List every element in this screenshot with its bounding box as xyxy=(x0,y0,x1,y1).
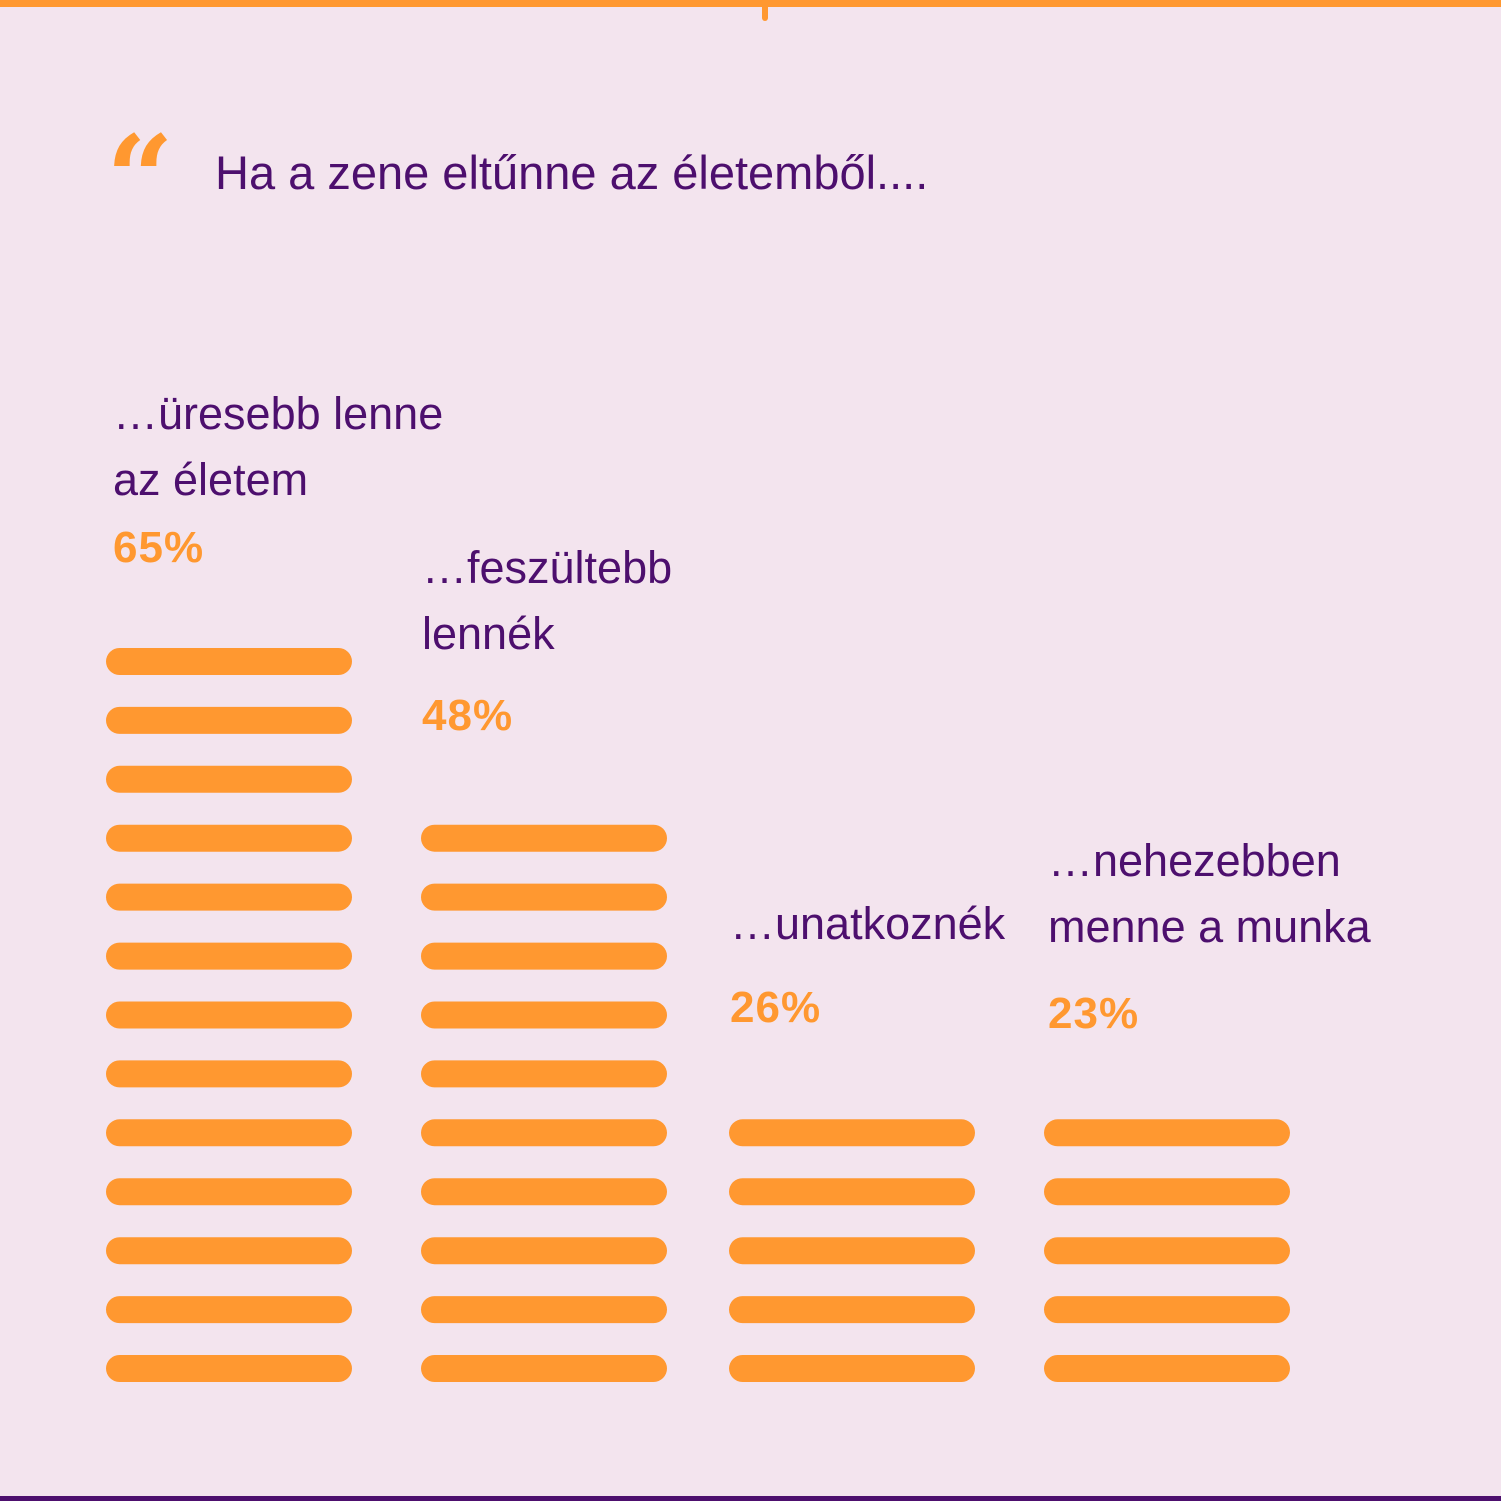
bar-1-stripe-1 xyxy=(106,648,352,675)
bar-1-stripe-4 xyxy=(106,824,352,852)
bar-2-stripe-8 xyxy=(421,1237,667,1265)
bar-2-stripe-5 xyxy=(421,1060,667,1088)
category-label-1: …üresebb lenne az életem xyxy=(113,388,444,505)
top-rule-tick xyxy=(762,0,768,21)
bar-2-stripe-4 xyxy=(421,1001,667,1029)
value-label-4: 23% xyxy=(1048,989,1140,1038)
bar-1-stripe-10 xyxy=(106,1178,352,1206)
category-label-3: …unatkoznék xyxy=(730,898,1006,949)
bar-4-stripe-2 xyxy=(1044,1178,1290,1206)
bar-3-stripe-4 xyxy=(729,1296,975,1324)
bar-1-stripe-12 xyxy=(106,1296,352,1324)
bar-3-stripe-5 xyxy=(729,1355,975,1382)
chart-title: Ha a zene eltűnne az életemből.... xyxy=(215,146,929,199)
bar-4-stripe-1 xyxy=(1044,1119,1290,1147)
bar-3-stripe-1 xyxy=(729,1119,975,1147)
bar-2-stripe-3 xyxy=(421,942,667,970)
bar-1-stripe-13 xyxy=(106,1355,352,1382)
bar-1-stripe-8 xyxy=(106,1060,352,1088)
quote-mark-icon: “ xyxy=(106,109,174,248)
category-label-2: …feszültebb lennék xyxy=(422,542,673,659)
value-label-2: 48% xyxy=(422,691,514,740)
bar-1-stripe-11 xyxy=(106,1237,352,1265)
bar-3-stripe-2 xyxy=(729,1178,975,1206)
bar-1-stripe-7 xyxy=(106,1001,352,1029)
bar-1-stripe-2 xyxy=(106,706,352,734)
value-label-3: 26% xyxy=(730,983,822,1032)
bar-2-stripe-7 xyxy=(421,1178,667,1206)
bar-4-stripe-5 xyxy=(1044,1355,1290,1382)
bar-1-stripe-9 xyxy=(106,1119,352,1147)
bar-1-stripe-6 xyxy=(106,942,352,970)
bar-2-stripe-1 xyxy=(421,824,667,852)
bar-2-stripe-9 xyxy=(421,1296,667,1324)
bar-2-stripe-6 xyxy=(421,1119,667,1147)
bar-2-stripe-10 xyxy=(421,1355,667,1382)
bottom-rule xyxy=(0,1496,1501,1501)
bar-1-stripe-3 xyxy=(106,765,352,793)
bar-2-stripe-2 xyxy=(421,883,667,911)
bar-4-stripe-3 xyxy=(1044,1237,1290,1265)
top-rule xyxy=(0,0,1501,7)
bar-1-stripe-5 xyxy=(106,883,352,911)
bar-3-stripe-3 xyxy=(729,1237,975,1265)
category-label-4: …nehezebben menne a munka xyxy=(1048,835,1371,952)
value-label-1: 65% xyxy=(113,523,205,572)
bar-4-stripe-4 xyxy=(1044,1296,1290,1324)
